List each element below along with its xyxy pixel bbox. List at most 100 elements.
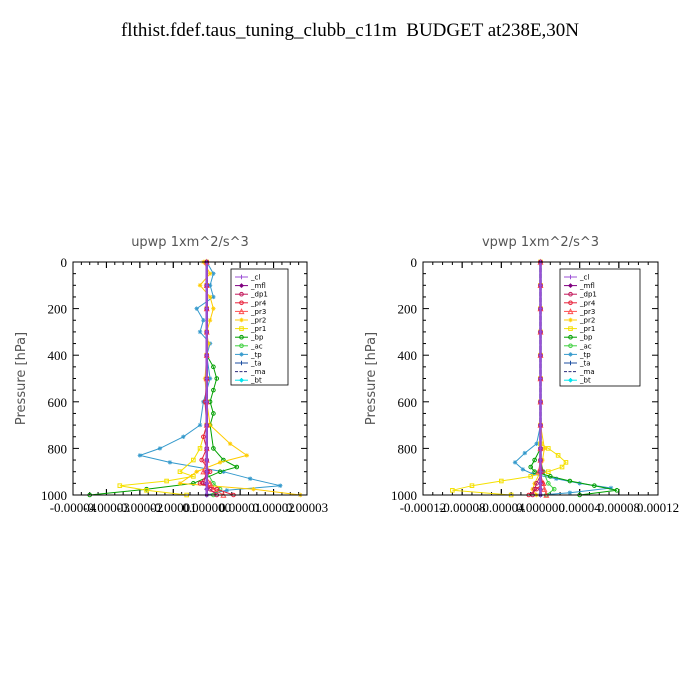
legend-label: _ac [250,342,263,350]
data-point-tp [522,450,528,456]
data-point-cl [204,376,209,381]
legend-label: _cl [250,274,260,282]
legend-label: _pr1 [250,325,266,333]
data-point-bp [214,376,220,381]
legend-box [559,268,641,387]
data-point-tp [520,467,526,472]
data-point-cl [538,376,543,381]
x-tick-label: 0.00004 [559,500,602,515]
legend: _cl_mfl_dp1_pr4_pr3_pr2_pr1_bp_ac_tp_ta_… [559,268,641,387]
data-point-pr1 [555,453,561,458]
y-axis-label: Pressure [hPa] [14,332,29,425]
data-point-tp [553,476,559,481]
page-title: flthist.fdef.taus_tuning_clubb_c11m BUDG… [120,20,580,41]
data-point-cl [538,283,543,288]
legend-label: _pr2 [250,317,266,325]
data-point-pr2 [244,453,250,458]
data-point-bp [532,469,537,475]
x-tick-label: -0.00002 [117,500,164,515]
data-point-bp [234,464,240,470]
x-tick-label: 0.000000 [516,500,565,515]
data-point-cl [204,353,209,358]
x-tick-label: -0.00004 [50,500,97,515]
chart-panel-2: vpwp 1xm^2/s^3 Pressure [hPa] 0 200 400 600 80… [364,235,679,515]
data-point-cl [204,446,209,451]
data-point-ac [546,481,551,486]
data-point-pr2 [197,283,203,288]
data-point-pr1 [164,478,169,484]
legend-marker [239,274,244,280]
y-tick-label: 0 [411,255,418,270]
legend-label: _mfl [579,282,595,290]
data-point-pr2 [207,271,213,276]
y-tick-label: 0 [61,255,68,270]
legend-marker [568,317,573,323]
data-point-cl [204,399,209,404]
data-point-cl [538,422,543,428]
data-point-tp [567,490,573,495]
data-point-tp [167,460,173,465]
data-point-pr1 [546,469,551,474]
legend-marker [239,334,244,340]
data-point-tp [197,329,203,335]
data-point-tp [194,306,199,311]
data-point-bp [592,483,597,488]
data-point-cl [538,481,543,486]
data-point-ac [551,486,557,492]
legend-label: _ta [250,360,262,368]
data-point-tp [247,476,253,481]
x-tick-label: 0.000000 [182,500,231,515]
data-point-pr2 [251,486,256,492]
legend-label: _pr3 [250,308,266,316]
data-point-pr2 [177,481,183,486]
data-point-tp [211,271,216,276]
legend-label: _tp [250,351,262,359]
y-tick-label: 800 [48,441,68,456]
legend-marker [568,360,573,366]
y-tick-label: 400 [48,348,68,363]
data-point-pr2 [227,441,233,446]
y-tick-label: 800 [398,441,418,456]
legend-marker [568,274,573,280]
data-point-cl [204,469,209,474]
data-point-bp [217,469,223,475]
data-point-pr2 [217,460,223,465]
legend-label: _pr4 [250,299,267,307]
legend-label: _bp [250,334,264,342]
data-point-cl [204,486,209,492]
y-tick-label: 400 [398,348,418,363]
y-tick-label: 200 [48,302,68,317]
legend-label: _tp [579,351,591,359]
panel-title: upwp 1xm^2/s^3 [131,235,249,250]
legend-label: _ac [579,342,592,350]
data-point-cl [538,469,543,474]
legend-label: _dp1 [250,291,268,299]
legend-marker [568,343,573,349]
data-point-tp [157,446,163,451]
data-point-bp [528,464,534,470]
data-point-pr3 [541,485,548,492]
data-point-tp [530,471,535,477]
data-point-tp [608,485,614,491]
y-tick-label: 200 [398,302,418,317]
data-point-tp [534,441,539,446]
data-point-tp [137,453,143,458]
y-tick-label: 600 [398,395,418,410]
data-point-tp [211,294,216,300]
data-point-pr1 [499,478,504,484]
data-point-pr1 [177,469,183,474]
plot-frame [72,261,308,496]
legend-marker [239,343,244,349]
legend-marker [239,291,244,297]
data-point-pr4 [214,486,220,492]
data-point-tp [224,488,229,493]
plot-frame [422,261,659,496]
legend-marker [567,377,574,383]
data-point-pr2 [206,341,211,346]
data-point-bp [211,364,216,370]
legend-label: _bt [250,377,262,385]
legend-label: _ta [579,360,591,368]
x-tick-label: -0.00001 [150,500,197,515]
data-point-pr1 [197,446,203,451]
